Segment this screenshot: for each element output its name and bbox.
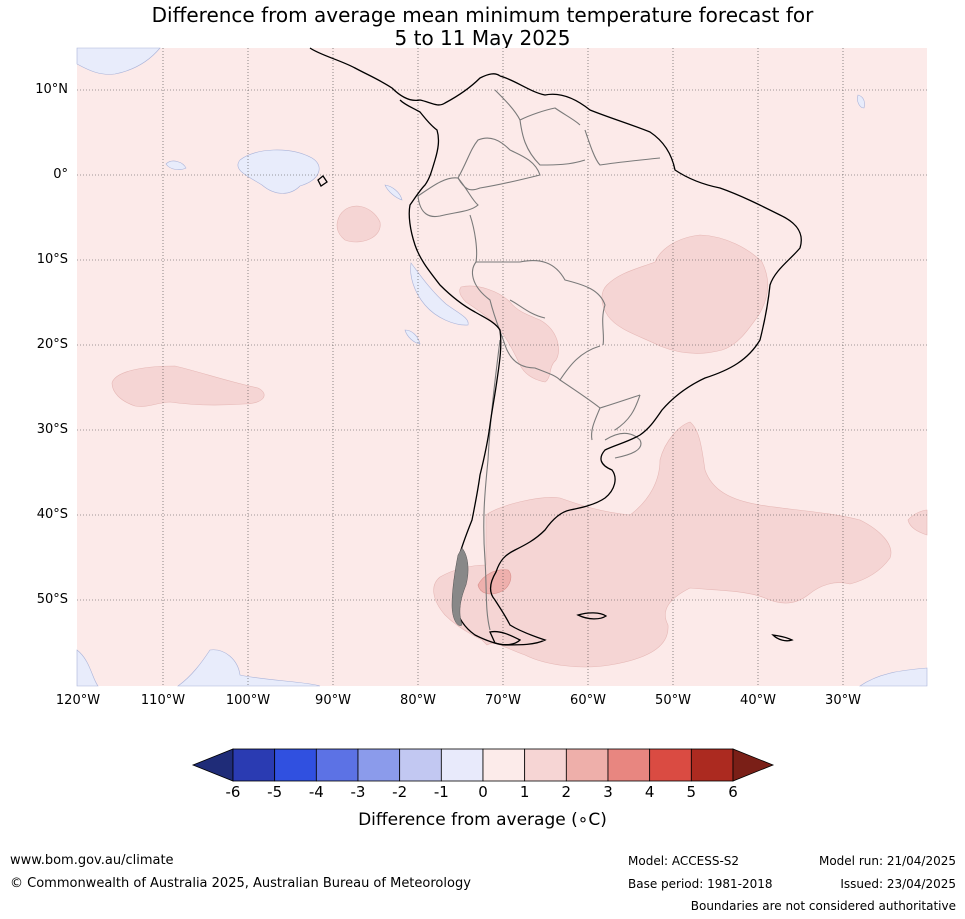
- coastline-galapagos: [317, 175, 328, 187]
- coastline-central-america: [309, 47, 501, 106]
- colorbar-tick-label: 3: [603, 783, 613, 801]
- lon-label-70W: 70°W: [485, 693, 521, 708]
- lon-label-60W: 60°W: [570, 693, 606, 708]
- footer-base-period: Base period: 1981-2018: [628, 877, 773, 891]
- cool-region-galapagos: [384, 184, 403, 201]
- graticule: [77, 48, 927, 686]
- colorbar-bin: [690, 748, 734, 782]
- lon-label-50W: 50°W: [655, 693, 691, 708]
- footer-url[interactable]: www.bom.gov.au/climate: [10, 853, 174, 868]
- coastline-south-georgia: [771, 634, 794, 642]
- colorbar-bin: [649, 748, 692, 782]
- footer-issued: Issued: 23/04/2025: [840, 877, 956, 891]
- colorbar-tick-label: -2: [392, 783, 408, 801]
- warm-region-bolivia: [459, 285, 559, 383]
- footer-model-run: Model run: 21/04/2025: [818, 854, 956, 868]
- colorbar-bin: [524, 748, 567, 782]
- colorbar-bin: [482, 748, 526, 782]
- colorbar-tick-label: -3: [350, 783, 366, 801]
- title-line-1: Difference from average mean minimum tem…: [151, 3, 814, 27]
- footer-copyright: © Commonwealth of Australia 2025, Austra…: [10, 876, 471, 891]
- warm-region-south-atlantic: [433, 421, 892, 668]
- lon-label-120W: 120°W: [55, 693, 101, 708]
- coastline-falklands: [576, 612, 608, 620]
- coastlines: [309, 47, 802, 646]
- colorbar-label: Difference from average (∘C): [358, 810, 607, 830]
- lon-label-40W: 40°W: [740, 693, 776, 708]
- lat-label-30S: 30°S: [36, 422, 68, 437]
- colorbar-tick-label: -6: [225, 783, 241, 801]
- lat-label-10S: 10°S: [36, 252, 68, 267]
- footer-disclaimer: Boundaries are not considered authoritat…: [690, 899, 956, 913]
- colorbar-bin: [607, 748, 651, 782]
- colorbar-tick-label: -4: [308, 783, 324, 801]
- cool-region-northwest: [76, 47, 161, 75]
- map-title: Difference from average mean minimum tem…: [0, 4, 965, 50]
- chile-fjords: [451, 547, 469, 626]
- colorbar-bin: [232, 748, 276, 782]
- cool-region-peru-coast: [410, 262, 469, 326]
- colorbar-bin: [274, 748, 317, 782]
- colorbar-bin: [357, 748, 401, 782]
- colorbar-tick-label: -1: [433, 783, 449, 801]
- cool-region-south-pacific: [177, 649, 321, 687]
- cool-region-offshore: [404, 329, 421, 345]
- coastline-tierra-del-fuego: [489, 630, 522, 646]
- cool-region-equator-pacific: [237, 149, 320, 194]
- colorbar-tick-label: 2: [561, 783, 572, 801]
- lon-label-80W: 80°W: [400, 693, 436, 708]
- colorbar-tick-label: -5: [267, 783, 283, 801]
- lon-label-100W: 100°W: [225, 693, 271, 708]
- colorbar-tick-label: 5: [686, 783, 697, 801]
- lat-label-50S: 50°S: [36, 592, 68, 607]
- lon-label-110W: 110°W: [140, 693, 186, 708]
- cool-anomaly-regions: [76, 47, 928, 687]
- lat-label-40S: 40°S: [36, 507, 68, 522]
- coastline-south-america: [399, 75, 802, 646]
- warm-region-east-atlantic: [907, 509, 928, 536]
- colorbar-tick-label: 4: [644, 783, 655, 801]
- colorbar-tick-label: 0: [478, 783, 488, 801]
- warm-region-equator-pacific: [336, 205, 381, 243]
- colorbar-tick-label: 6: [728, 783, 738, 801]
- colorbar-bin: [565, 748, 609, 782]
- colorbar-bin: [315, 748, 359, 782]
- colorbar-bin: [440, 748, 484, 782]
- colorbar-arrow-high: [732, 748, 775, 782]
- warm-anomaly-regions: [111, 205, 928, 668]
- lat-label-0: 0°: [53, 167, 68, 182]
- footer-model: Model: ACCESS-S2: [628, 854, 740, 868]
- cool-region-small-island: [165, 160, 187, 170]
- cool-region-atlantic-north: [857, 94, 865, 109]
- lon-label-30W: 30°W: [825, 693, 861, 708]
- cool-region-southeast: [859, 667, 928, 687]
- lat-label-20S: 20°S: [36, 337, 68, 352]
- colorbar-tick-label: 1: [519, 783, 530, 801]
- lat-label-10N: 10°N: [35, 82, 68, 97]
- colorbar-arrow-low: [191, 748, 234, 782]
- warm-region-south-pacific: [111, 365, 265, 407]
- colorbar-bin: [399, 748, 442, 782]
- lon-label-90W: 90°W: [315, 693, 351, 708]
- cool-region-southwest: [76, 649, 99, 687]
- country-borders: [417, 89, 661, 631]
- title-line-2: 5 to 11 May 2025: [394, 26, 571, 50]
